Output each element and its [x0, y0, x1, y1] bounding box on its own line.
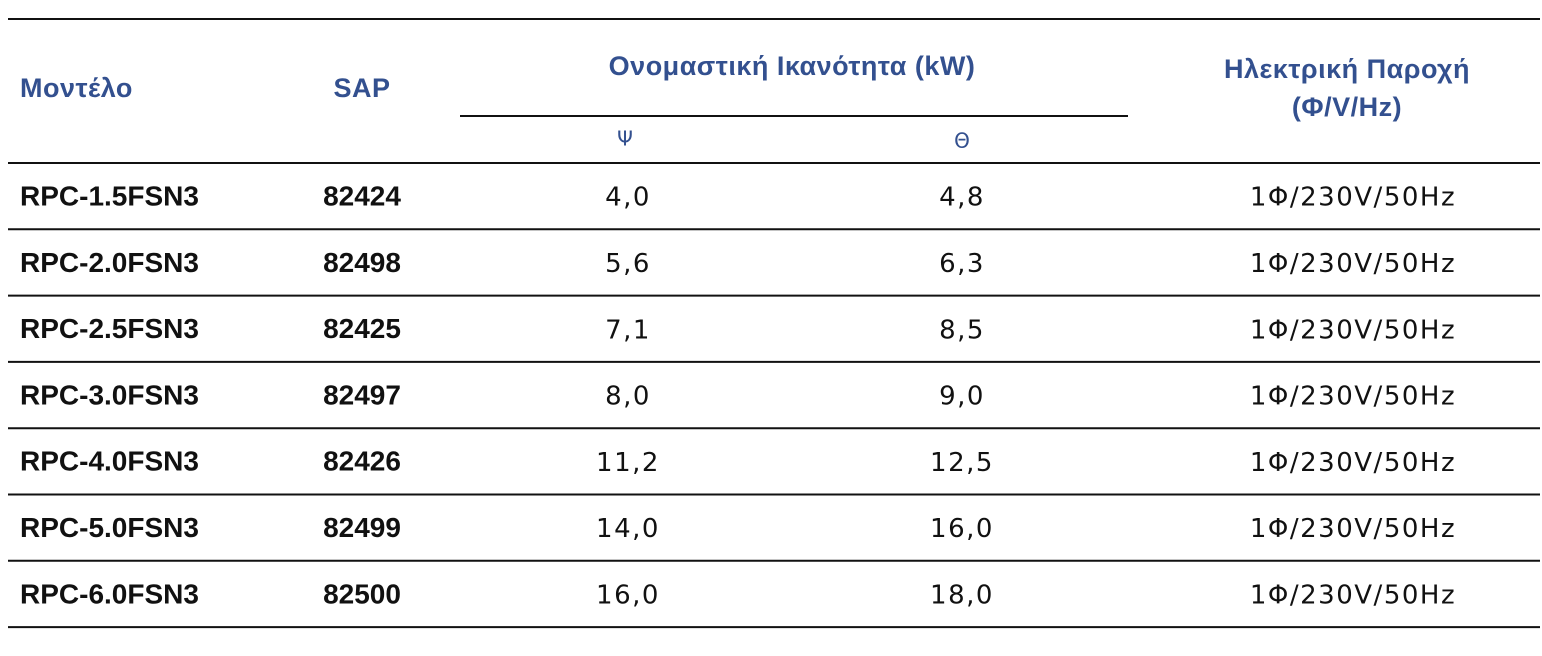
power-cell: 1Φ/230V/50Hz	[1250, 315, 1456, 345]
model-cell: RPC-2.5FSN3	[20, 313, 199, 344]
heating-cell: 8,5	[939, 315, 985, 345]
header-cooling: Ψ	[617, 127, 633, 151]
cooling-cell: 8,0	[605, 382, 651, 412]
cooling-cell: 16,0	[596, 580, 660, 610]
header-capacity: Ονομαστική Ικανότητα (kW)	[609, 51, 976, 81]
sap-cell: 82500	[323, 578, 401, 609]
header-power: Ηλεκτρική Παροχή	[1224, 54, 1470, 84]
power-cell: 1Φ/230V/50Hz	[1250, 514, 1456, 544]
sap-cell: 82426	[323, 446, 401, 477]
power-cell: 1Φ/230V/50Hz	[1250, 580, 1456, 610]
sap-cell: 82498	[323, 247, 401, 278]
power-cell: 1Φ/230V/50Hz	[1250, 249, 1456, 279]
model-cell: RPC-1.5FSN3	[20, 181, 199, 212]
cooling-cell: 4,0	[605, 183, 651, 213]
header-model: Μοντέλο	[20, 73, 133, 103]
heating-cell: 4,8	[939, 183, 985, 213]
sap-cell: 82499	[323, 512, 401, 543]
cooling-cell: 14,0	[596, 514, 660, 544]
heating-cell: 18,0	[930, 580, 994, 610]
model-cell: RPC-2.0FSN3	[20, 247, 199, 278]
heating-cell: 16,0	[930, 514, 994, 544]
model-cell: RPC-5.0FSN3	[20, 512, 199, 543]
model-cell: RPC-3.0FSN3	[20, 379, 199, 410]
power-cell: 1Φ/230V/50Hz	[1250, 448, 1456, 478]
heating-cell: 9,0	[939, 382, 985, 412]
sap-cell: 82425	[323, 313, 401, 344]
power-cell: 1Φ/230V/50Hz	[1250, 183, 1456, 213]
model-cell: RPC-6.0FSN3	[20, 578, 199, 609]
sap-cell: 82424	[323, 181, 401, 212]
model-cell: RPC-4.0FSN3	[20, 446, 199, 477]
header-heating: Θ	[954, 129, 970, 153]
sap-cell: 82497	[323, 379, 401, 410]
heating-cell: 6,3	[939, 249, 985, 279]
cooling-cell: 7,1	[605, 315, 651, 345]
header-sap: SAP	[333, 73, 390, 103]
header-power-unit: (Φ/V/Hz)	[1292, 92, 1402, 122]
cooling-cell: 5,6	[605, 249, 651, 279]
heating-cell: 12,5	[930, 448, 994, 478]
cooling-cell: 11,2	[596, 448, 660, 478]
power-cell: 1Φ/230V/50Hz	[1250, 382, 1456, 412]
